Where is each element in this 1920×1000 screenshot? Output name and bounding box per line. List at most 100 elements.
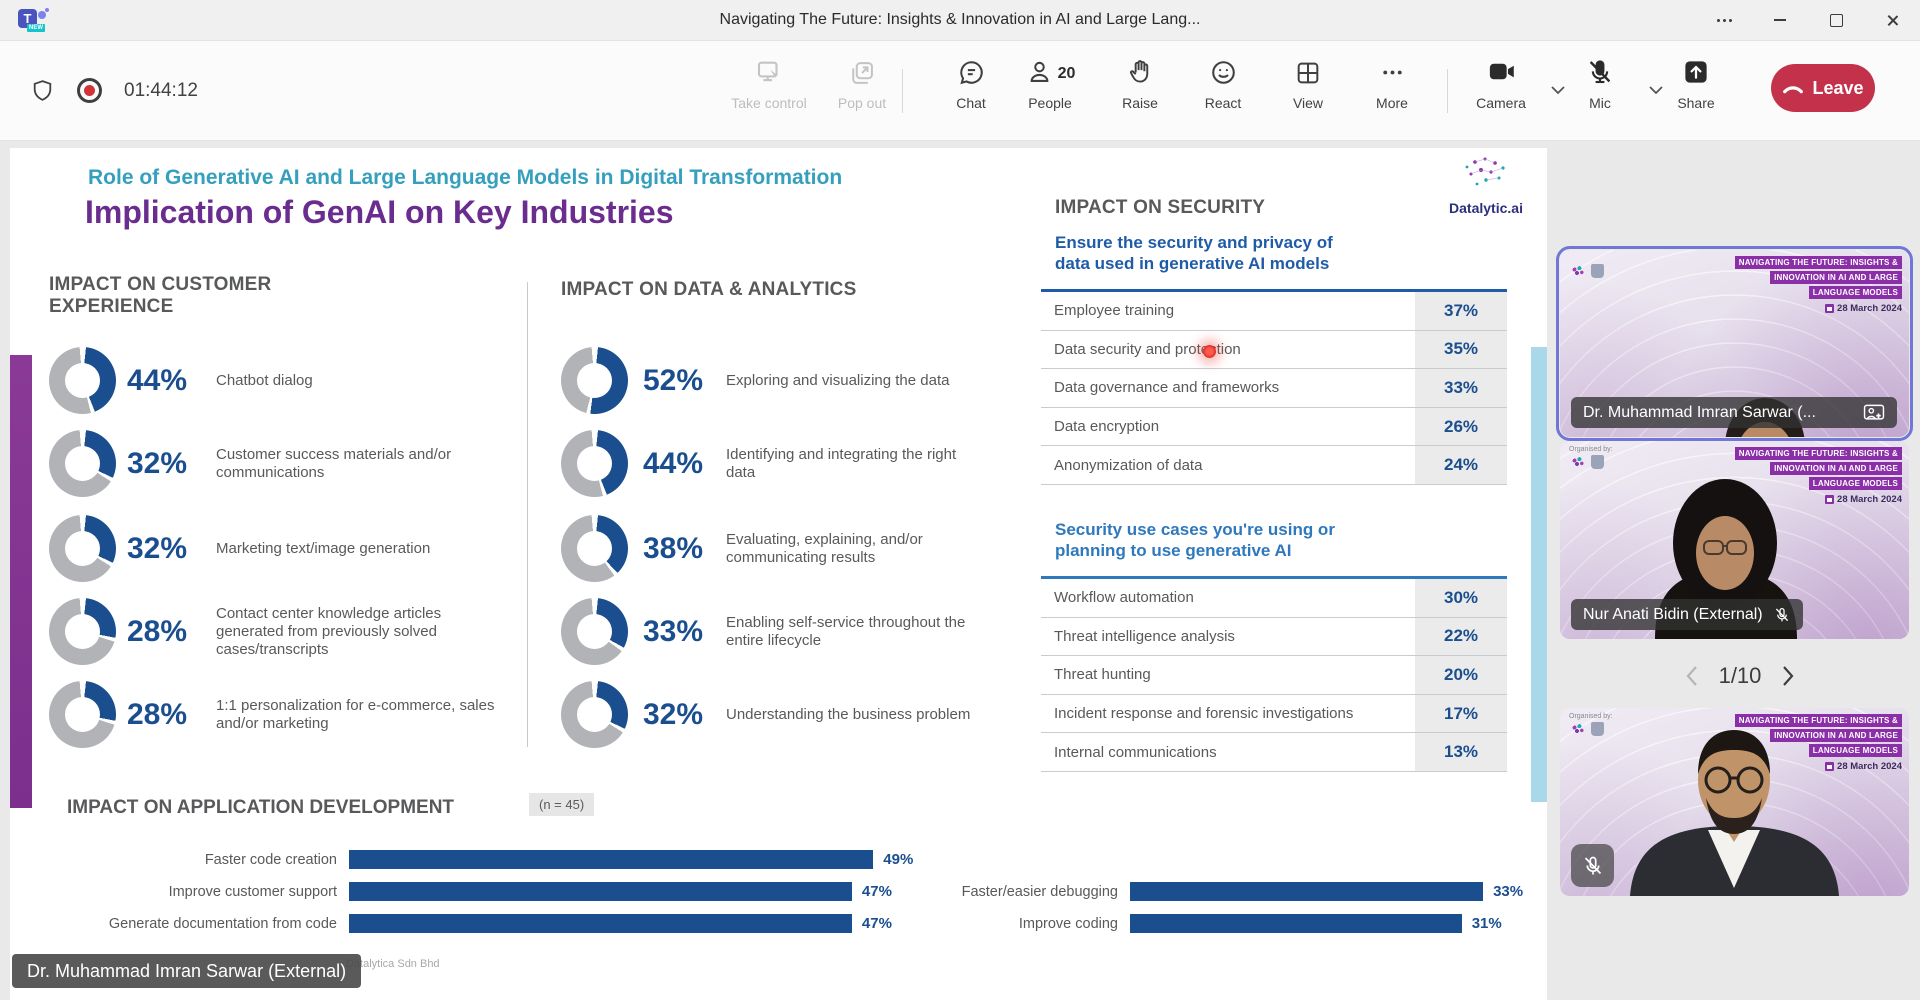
datalytic-logo: Datalytic.ai xyxy=(1436,154,1536,216)
video-tile-participant-1[interactable]: NAVIGATING THE FUTURE: INSIGHTS & INNOVA… xyxy=(1556,246,1913,441)
window-titlebar: T NEW Navigating The Future: Insights & … xyxy=(0,0,1920,41)
window-title: Navigating The Future: Insights & Innova… xyxy=(719,11,1201,28)
donut-chart xyxy=(49,347,116,414)
mic-chevron-icon[interactable] xyxy=(1648,85,1664,95)
shared-presentation-slide: Role of Generative AI and Large Language… xyxy=(10,148,1547,1000)
maximize-button[interactable] xyxy=(1808,0,1864,40)
slide-kicker: Role of Generative AI and Large Language… xyxy=(88,166,843,189)
mic-off-icon xyxy=(1584,856,1601,874)
react-button[interactable]: React xyxy=(1175,55,1271,111)
event-banner: NAVIGATING THE FUTURE: INSIGHTS & INNOVA… xyxy=(1734,255,1902,314)
teams-logo-dot xyxy=(45,8,49,12)
video-tile-participant-2[interactable]: Organised by: NAVIGATING THE FUTURE: INS… xyxy=(1560,441,1909,639)
more-ellipsis-icon xyxy=(1378,55,1407,87)
metric-label: Chatbot dialog xyxy=(216,371,313,389)
laser-pointer-dot xyxy=(1203,345,1216,358)
security-subhead-1: Ensure the security and privacy of data … xyxy=(1055,233,1333,273)
previous-page-icon[interactable] xyxy=(1685,665,1699,687)
view-button[interactable]: View xyxy=(1260,55,1356,111)
new-badge: NEW xyxy=(27,24,45,32)
chat-button[interactable]: Chat xyxy=(923,55,1019,111)
share-button[interactable]: Share xyxy=(1648,55,1744,111)
take-control-icon xyxy=(754,55,784,87)
take-control-button[interactable]: Take control xyxy=(721,55,817,111)
calendar-icon xyxy=(1825,304,1835,313)
metric-label: Enabling self-service throughout the ent… xyxy=(726,613,966,649)
bar xyxy=(1130,882,1484,901)
bar-row: Faster/easier debugging 33% xyxy=(961,882,1524,901)
table-row: Anonymization of data 24% xyxy=(1041,446,1507,485)
titlebar-more-button[interactable] xyxy=(1696,0,1752,40)
camera-button[interactable]: Camera xyxy=(1453,55,1549,111)
metric-value: 44% xyxy=(127,363,188,397)
ellipsis-icon xyxy=(1716,18,1732,22)
table-row: Data security and protection 35% xyxy=(1041,330,1507,370)
metric-label: Identifying and integrating the right da… xyxy=(726,445,957,481)
bar xyxy=(1130,914,1462,933)
window-controls xyxy=(1696,0,1920,40)
security-subhead-2: Security use cases you're using or plann… xyxy=(1055,520,1335,560)
page-indicator: 1/10 xyxy=(1718,663,1762,688)
organiser-logos xyxy=(1569,264,1604,278)
metric-value: 32% xyxy=(643,697,704,731)
bar-row: Faster code creation 49% xyxy=(204,850,914,869)
donut-chart xyxy=(561,515,628,582)
event-date: 28 March 2024 xyxy=(1735,303,1902,314)
donut-chart xyxy=(561,598,628,665)
metric-value: 28% xyxy=(127,697,188,731)
table-row: Workflow automation 30% xyxy=(1041,579,1507,618)
bar-value: 31% xyxy=(1471,915,1502,932)
raise-hand-button[interactable]: Raise xyxy=(1092,55,1188,111)
toolbar-divider xyxy=(1447,69,1448,113)
security-table-1: Employee training 37% Data security and p… xyxy=(1041,289,1507,485)
chat-icon xyxy=(957,55,986,87)
metric-label: Customer success materials and/or commun… xyxy=(216,445,452,481)
mic-button[interactable]: Mic xyxy=(1552,55,1648,111)
table-row: Incident response and forensic investiga… xyxy=(1041,694,1507,734)
donut-chart xyxy=(49,681,116,748)
more-button[interactable]: More xyxy=(1344,55,1440,111)
section-heading-customer-experience: IMPACT ON CUSTOMER EXPERIENCE xyxy=(49,274,272,317)
people-icon xyxy=(1030,61,1048,82)
table-row: Data governance and frameworks 33% xyxy=(1041,369,1507,408)
table-row: Threat intelligence analysis 22% xyxy=(1041,617,1507,657)
grid-view-icon xyxy=(1294,55,1322,87)
metric-value: 38% xyxy=(643,531,704,565)
smiley-icon xyxy=(1209,55,1238,87)
participant-name-label: Dr. Muhammad Imran Sarwar (... xyxy=(1571,397,1897,428)
teams-logo-dot xyxy=(38,11,46,19)
minimize-button[interactable] xyxy=(1752,0,1808,40)
donut-chart xyxy=(561,430,628,497)
next-page-icon[interactable] xyxy=(1781,665,1795,687)
event-date: 28 March 2024 xyxy=(1735,761,1902,772)
donut-chart xyxy=(561,347,628,414)
bar-value: 33% xyxy=(1493,883,1524,900)
teams-app-icon[interactable]: T NEW xyxy=(18,6,49,34)
bar xyxy=(349,882,852,901)
close-button[interactable] xyxy=(1864,0,1920,40)
sample-size-badge: (n = 45) xyxy=(529,793,595,816)
donut-chart xyxy=(561,681,628,748)
section-heading-app-development: IMPACT ON APPLICATION DEVELOPMENT xyxy=(67,797,455,818)
metric-label: Exploring and visualizing the data xyxy=(726,371,950,389)
metric-value: 28% xyxy=(127,614,188,648)
video-tile-participant-3[interactable]: Organised by: NAVIGATING THE FUTURE: INS… xyxy=(1560,708,1909,896)
calendar-icon xyxy=(1825,495,1835,504)
share-screen-icon xyxy=(1681,55,1711,87)
table-row: Data encryption 26% xyxy=(1041,407,1507,447)
people-button[interactable]: 20 People xyxy=(1002,55,1098,111)
pop-out-button[interactable]: Pop out xyxy=(814,55,910,111)
metric-value: 44% xyxy=(643,446,704,480)
camera-chevron-icon[interactable] xyxy=(1550,85,1566,95)
participant-video xyxy=(1630,730,1839,896)
donut-chart xyxy=(49,515,116,582)
metric-value: 52% xyxy=(643,363,704,397)
metric-value: 32% xyxy=(127,446,188,480)
meeting-toolbar: 01:44:12 Take control Pop out Chat 20 Pe… xyxy=(0,41,1920,141)
metric-label: Evaluating, explaining, and/or communica… xyxy=(726,530,923,566)
bar-row: Improve customer support 47% xyxy=(168,882,892,901)
table-row: Internal communications 13% xyxy=(1041,733,1507,772)
leave-button[interactable]: Leave xyxy=(1771,64,1875,112)
table-row: Employee training 37% xyxy=(1041,292,1507,331)
